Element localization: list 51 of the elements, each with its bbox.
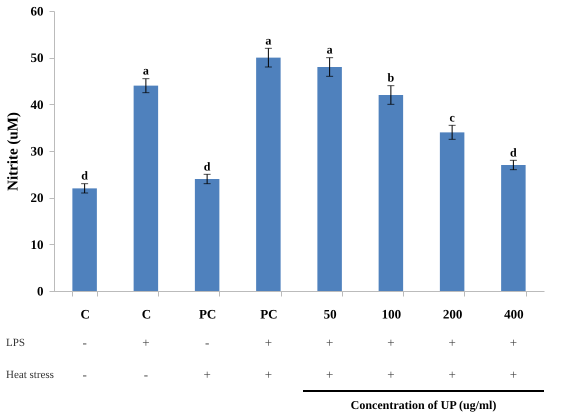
- data-label: a: [326, 42, 333, 57]
- x-tick-label: 400: [504, 306, 524, 322]
- x-tick-label: 200: [442, 306, 462, 322]
- text: Concentration of UP (ug/ml): [350, 398, 496, 412]
- data-label: a: [265, 33, 272, 48]
- y-axis-title: Nitrite (uM): [6, 112, 22, 191]
- text: +: [387, 335, 395, 350]
- text: +: [264, 367, 272, 382]
- text: Heat stress: [6, 369, 54, 381]
- x-tick-label: C: [142, 306, 152, 322]
- y-tick-label: 20: [30, 190, 44, 206]
- text: -: [144, 367, 148, 382]
- bar: [378, 95, 404, 291]
- text: +: [510, 367, 518, 382]
- y-tick-label: 50: [30, 50, 44, 66]
- text: +: [264, 335, 272, 350]
- x-tick-label: C: [80, 306, 90, 322]
- x-tick-label: PC: [198, 306, 216, 322]
- bar: [317, 67, 342, 291]
- data-label: b: [388, 70, 395, 85]
- text: +: [203, 367, 211, 382]
- text: +: [326, 335, 334, 350]
- text: +: [448, 335, 456, 350]
- data-label: d: [204, 159, 211, 174]
- data-label: d: [510, 145, 518, 160]
- y-tick-label: 40: [30, 96, 44, 112]
- data-label: d: [81, 168, 88, 183]
- data-label: a: [142, 64, 149, 78]
- bar: [72, 188, 97, 291]
- text: +: [448, 367, 456, 382]
- text: -: [82, 335, 87, 350]
- bar: [256, 58, 281, 291]
- text: -: [204, 335, 210, 350]
- bar: [134, 86, 158, 291]
- text: +: [142, 335, 150, 350]
- y-tick-label: 60: [30, 4, 44, 18]
- x-tick-label: PC: [260, 306, 278, 322]
- text: +: [387, 367, 395, 382]
- text: +: [326, 367, 334, 382]
- y-tick-label: 0: [37, 284, 44, 298]
- text: LPS: [6, 337, 25, 349]
- data-label: c: [449, 110, 456, 124]
- bar: [194, 179, 220, 291]
- y-tick-label: 10: [30, 236, 44, 252]
- bar: [440, 132, 464, 291]
- text: +: [510, 335, 518, 350]
- x-tick-label: 100: [382, 306, 402, 322]
- y-tick-label: 30: [30, 144, 44, 158]
- bar: [501, 165, 526, 291]
- text: -: [82, 367, 87, 382]
- x-tick-label: 50: [324, 306, 337, 322]
